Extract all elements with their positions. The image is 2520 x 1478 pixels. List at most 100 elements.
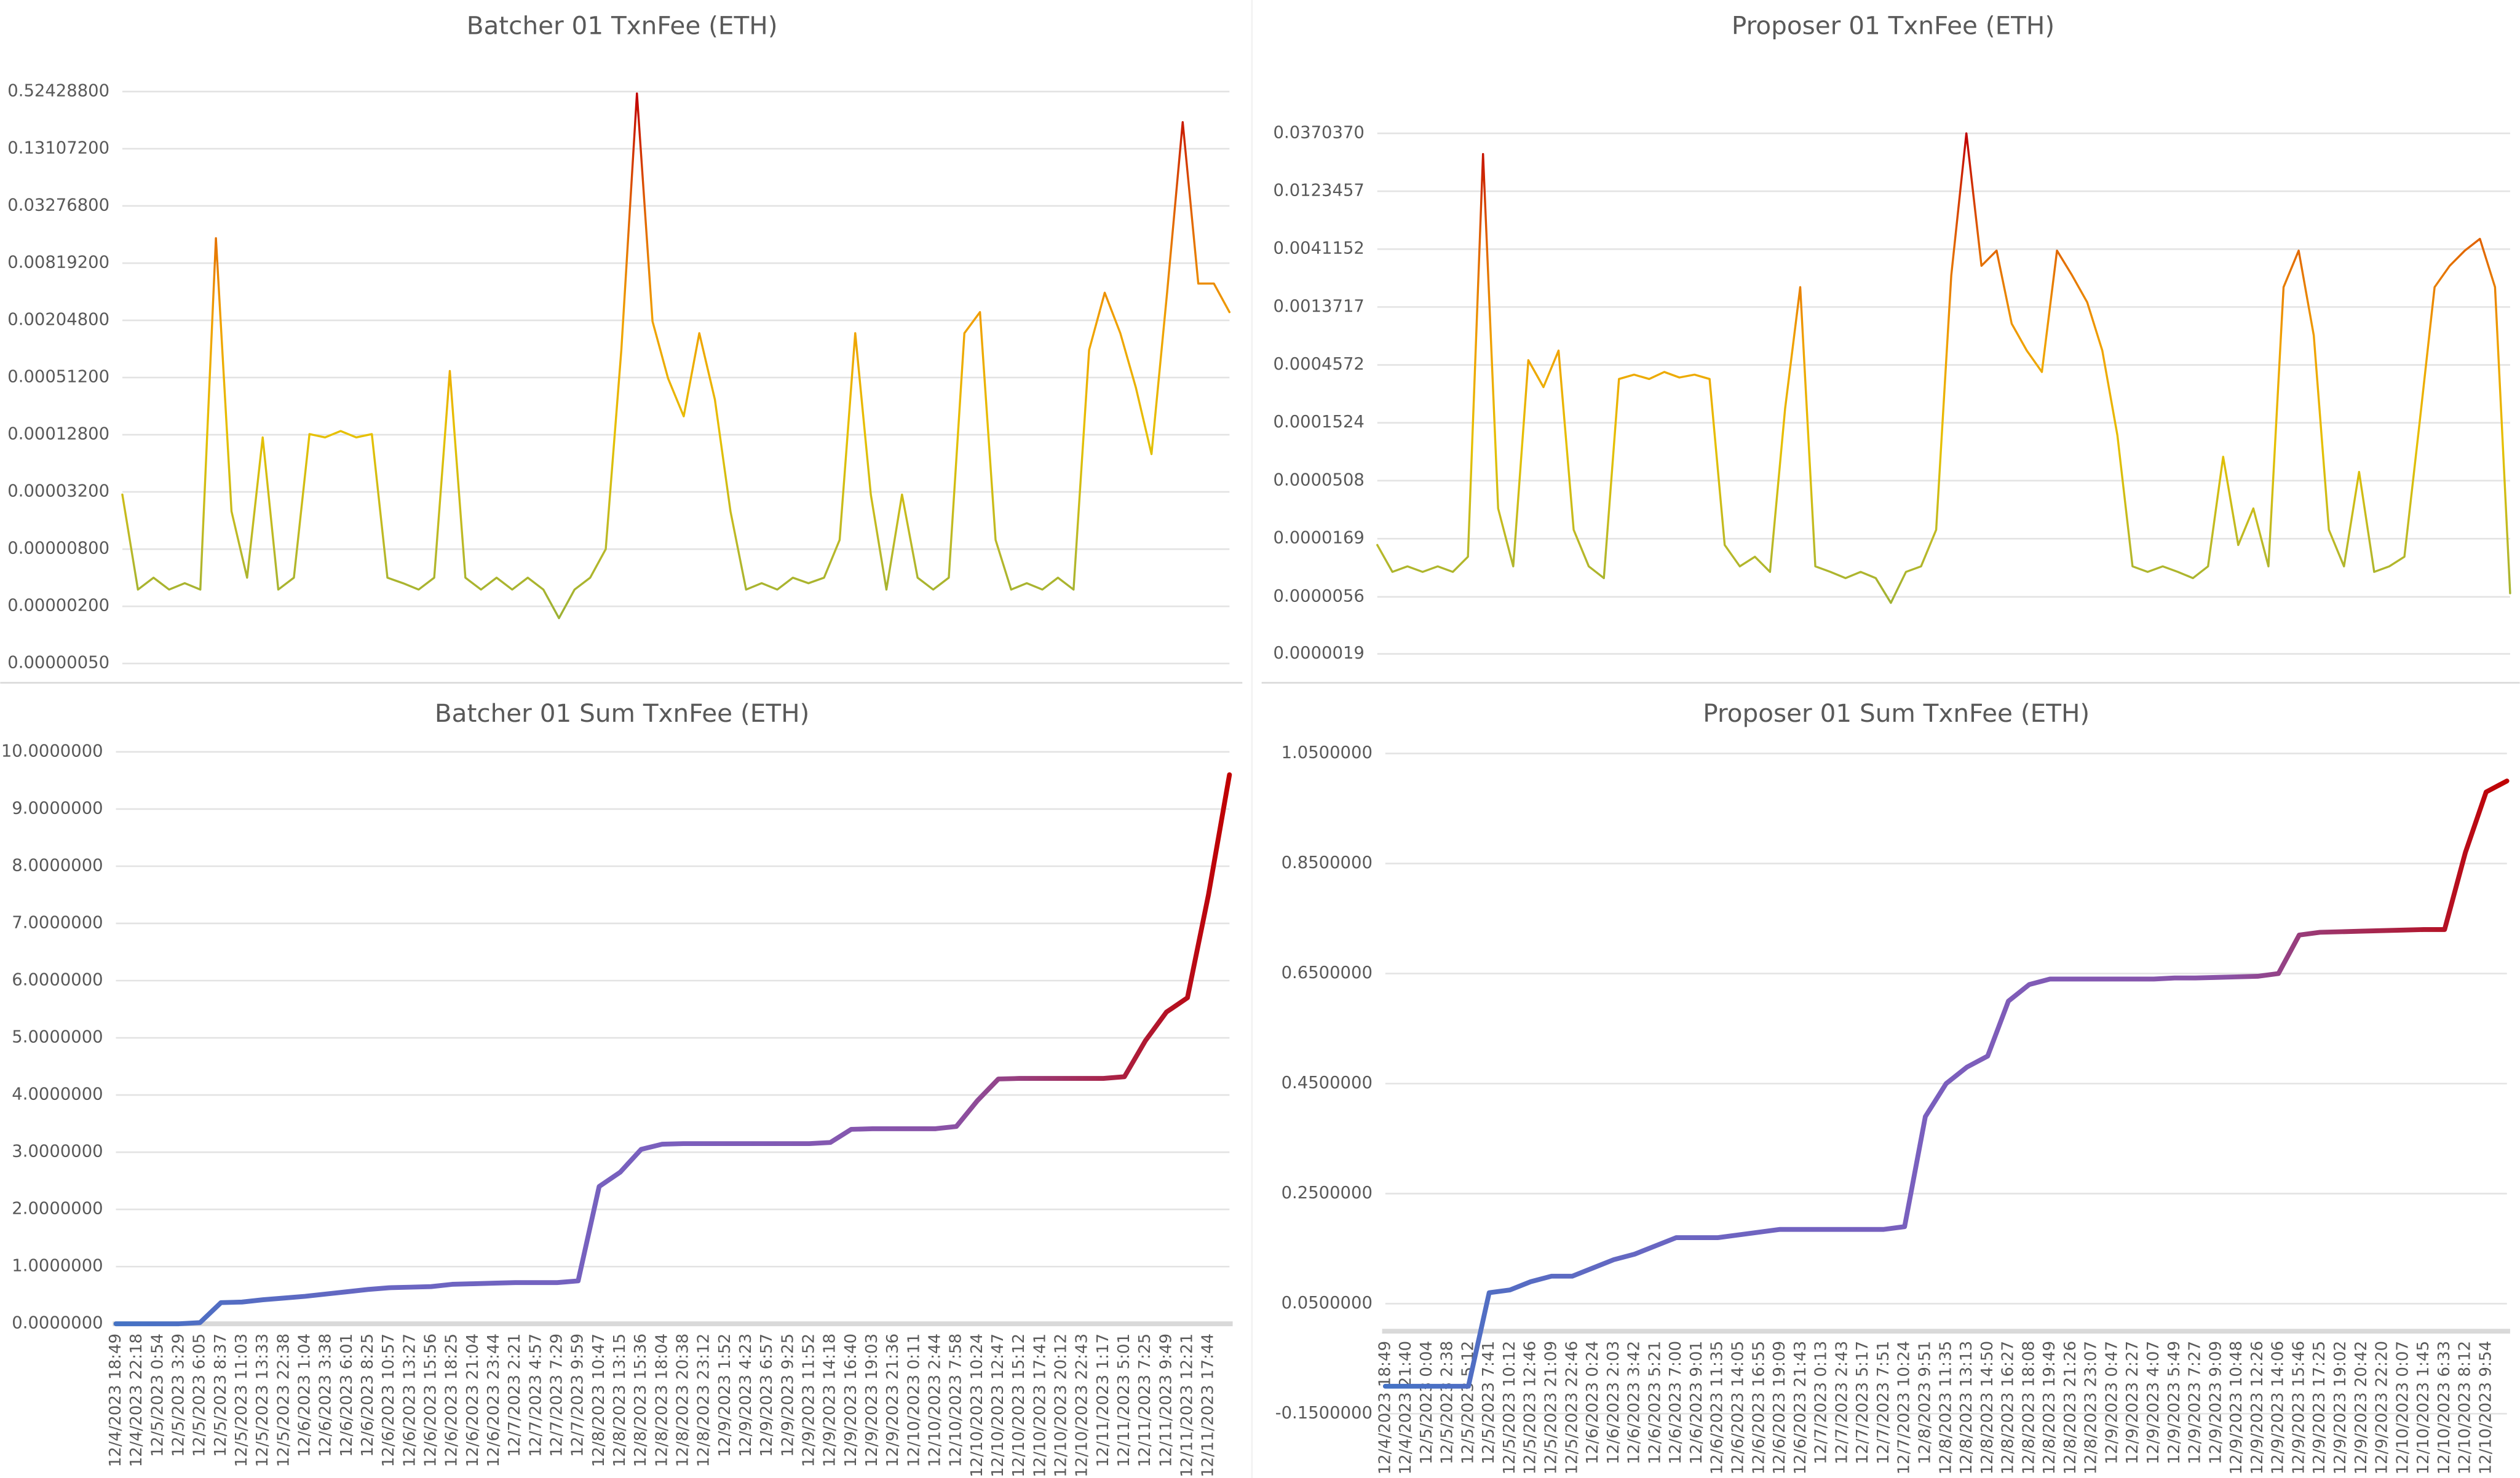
x-tick-label: 12/5/2023 13:33: [253, 1334, 272, 1468]
y-tick-label: 8.0000000: [12, 856, 103, 875]
data-line: [1376, 132, 2511, 604]
x-tick-label: 12/5/2023 0:54: [148, 1334, 167, 1457]
x-tick-label: 12/11/2023 7:25: [1136, 1334, 1154, 1468]
y-tick-label: 10.0000000: [1, 741, 103, 761]
x-tick-label: 12/6/2023 21:43: [1791, 1341, 1810, 1475]
x-tick-label: 12/9/2023 17:25: [2310, 1341, 2329, 1475]
x-tick-label: 12/5/2023 22:38: [274, 1334, 293, 1468]
x-tick-label: 12/9/2023 10:48: [2227, 1341, 2246, 1475]
x-tick-label: 12/11/2023 12:21: [1178, 1334, 1197, 1477]
x-tick-label: 12/7/2023 4:57: [526, 1334, 545, 1457]
x-tick-label: 12/7/2023 7:51: [1874, 1341, 1893, 1464]
y-tick-label: 4.0000000: [12, 1085, 103, 1104]
y-tick-label: 5.0000000: [12, 1028, 103, 1047]
x-tick-label: 12/6/2023 16:55: [1749, 1341, 1768, 1475]
x-tick-label: 12/10/2023 2:44: [926, 1334, 945, 1468]
x-tick-label: 12/11/2023 17:44: [1199, 1334, 1218, 1477]
y-tick-label: 6.0000000: [12, 971, 103, 990]
x-tick-label: 12/6/2023 13:27: [400, 1334, 419, 1468]
x-tick-label: 12/9/2023 9:25: [779, 1334, 797, 1457]
x-tick-label: 12/9/2023 4:07: [2144, 1341, 2163, 1464]
x-tick-label: 12/11/2023 1:17: [1094, 1334, 1112, 1468]
x-tick-label: 12/6/2023 3:38: [317, 1334, 335, 1457]
data-line: [121, 92, 1231, 620]
data-line: [113, 772, 1232, 1327]
x-tick-label: 12/10/2023 17:41: [1031, 1334, 1049, 1477]
y-tick-label: 0.13107200: [7, 138, 109, 157]
x-tick-label: 12/8/2023 19:49: [2040, 1341, 2059, 1475]
x-tick-label: 12/8/2023 21:26: [2061, 1341, 2080, 1475]
data-line: [1382, 778, 2510, 1389]
y-tick-label: 2.0000000: [12, 1199, 103, 1219]
x-tick-label: 12/7/2023 7:29: [548, 1334, 566, 1457]
x-tick-label: 12/7/2023 0:13: [1812, 1341, 1831, 1464]
x-tick-label: 12/9/2023 14:18: [821, 1334, 839, 1468]
y-tick-label: 0.0000019: [1274, 644, 1365, 663]
x-tick-label: 12/7/2023 9:59: [569, 1334, 587, 1457]
x-tick-label: 12/6/2023 18:25: [443, 1334, 461, 1468]
x-tick-label: 12/9/2023 16:40: [842, 1334, 860, 1468]
x-tick-label: 12/6/2023 23:44: [485, 1334, 503, 1468]
x-tick-label: 12/6/2023 19:09: [1770, 1341, 1789, 1475]
x-tick-label: 12/6/2023 15:56: [422, 1334, 440, 1468]
x-tick-label: 12/9/2023 4:23: [737, 1334, 755, 1457]
x-tick-label: 12/9/2023 0:47: [2102, 1341, 2121, 1464]
x-tick-label: 12/4/2023 18:49: [106, 1334, 125, 1468]
x-tick-label: 12/8/2023 18:08: [2019, 1341, 2038, 1475]
y-tick-label: 0.00204800: [7, 310, 109, 330]
y-tick-label: 0.0013717: [1274, 297, 1365, 316]
x-tick-label: 12/9/2023 22:20: [2373, 1341, 2391, 1475]
y-tick-label: 0.00000200: [7, 596, 109, 615]
x-tick-label: 12/6/2023 8:25: [359, 1334, 377, 1457]
x-tick-label: 12/10/2023 7:58: [947, 1334, 965, 1468]
y-tick-label: 0.0370370: [1274, 123, 1365, 142]
chart-title: Batcher 01 Sum TxnFee (ETH): [435, 698, 810, 728]
x-tick-label: 12/9/2023 7:27: [2186, 1341, 2205, 1464]
x-tick-label: 12/6/2023 2:03: [1604, 1341, 1623, 1464]
x-tick-label: 12/7/2023 2:21: [505, 1334, 524, 1457]
x-tick-label: 12/7/2023 10:24: [1895, 1341, 1914, 1475]
x-tick-label: 12/8/2023 23:07: [2082, 1341, 2101, 1475]
x-tick-label: 12/10/2023 20:12: [1052, 1334, 1071, 1477]
x-tick-label: 12/10/2023 0:07: [2393, 1341, 2412, 1475]
x-tick-label: 12/9/2023 19:02: [2331, 1341, 2350, 1475]
x-tick-label: 12/9/2023 14:06: [2269, 1341, 2288, 1475]
x-tick-label: 12/11/2023 9:49: [1157, 1334, 1175, 1468]
x-tick-label: 12/4/2023 21:40: [1397, 1341, 1415, 1475]
x-tick-label: 12/6/2023 3:42: [1625, 1341, 1644, 1464]
y-tick-label: 0.00000050: [7, 654, 109, 673]
y-tick-label: 0.0123457: [1274, 181, 1365, 200]
x-tick-label: 12/9/2023 21:36: [884, 1334, 902, 1468]
y-tick-label: 0.00003200: [7, 482, 109, 501]
x-tick-label: 12/9/2023 6:57: [758, 1334, 776, 1457]
x-tick-label: 12/9/2023 5:49: [2165, 1341, 2184, 1464]
chart-title: Batcher 01 TxnFee (ETH): [467, 10, 778, 40]
x-tick-label: 12/10/2023 1:45: [2414, 1341, 2433, 1475]
x-tick-label: 12/8/2023 13:13: [1957, 1341, 1976, 1475]
y-tick-label: 1.0000000: [12, 1257, 103, 1276]
x-tick-label: 12/8/2023 23:12: [695, 1334, 713, 1468]
x-tick-label: 12/8/2023 16:27: [1999, 1341, 2018, 1475]
y-tick-label: 0.2500000: [1282, 1184, 1373, 1203]
x-tick-label: 12/6/2023 1:04: [296, 1334, 314, 1457]
x-tick-label: 12/10/2023 12:47: [989, 1334, 1007, 1477]
x-tick-label: 12/8/2023 11:35: [1936, 1341, 1955, 1475]
x-tick-label: 12/5/2023 10:12: [1500, 1341, 1519, 1475]
x-tick-label: 12/9/2023 9:09: [2206, 1341, 2225, 1464]
x-tick-label: 12/5/2023 6:05: [191, 1334, 209, 1457]
chart-title: Proposer 01 TxnFee (ETH): [1732, 10, 2054, 40]
x-tick-label: 12/10/2023 8:12: [2456, 1341, 2474, 1475]
x-tick-label: 12/10/2023 22:43: [1073, 1334, 1092, 1477]
x-tick-label: 12/8/2023 15:36: [632, 1334, 650, 1468]
x-tick-label: 12/6/2023 9:01: [1687, 1341, 1706, 1464]
y-tick-label: 0.0500000: [1282, 1294, 1373, 1313]
y-tick-label: 7.0000000: [12, 913, 103, 932]
x-tick-label: 12/10/2023 15:12: [1010, 1334, 1028, 1477]
x-tick-label: 12/5/2023 22:46: [1563, 1341, 1581, 1475]
y-tick-label: 0.0041152: [1274, 239, 1365, 258]
y-tick-label: 0.0000000: [12, 1314, 103, 1333]
x-tick-label: 12/9/2023 19:03: [863, 1334, 881, 1468]
y-tick-label: 0.00012800: [7, 425, 109, 444]
